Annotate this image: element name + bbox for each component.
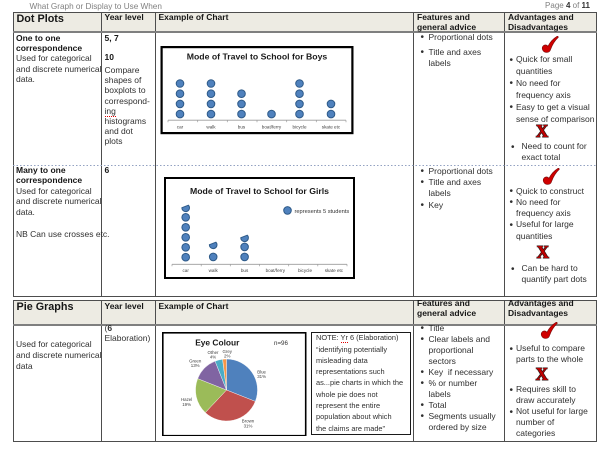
svg-text:13%: 13% bbox=[191, 363, 200, 368]
svg-text:31%: 31% bbox=[244, 423, 253, 428]
svg-text:boat/ferry: boat/ferry bbox=[261, 124, 281, 129]
svg-text:skate etc: skate etc bbox=[321, 124, 340, 129]
svg-text:Mode of Travel to School for B: Mode of Travel to School for Boys bbox=[186, 51, 327, 61]
svg-text:walk: walk bbox=[206, 124, 216, 129]
svg-text:Grey: Grey bbox=[222, 349, 232, 354]
svg-text:Hazel: Hazel bbox=[181, 397, 192, 402]
svg-text:bus: bus bbox=[237, 124, 245, 129]
svg-text:car: car bbox=[176, 124, 183, 129]
svg-text:bus: bus bbox=[241, 268, 249, 273]
svg-text:Blue: Blue bbox=[257, 369, 266, 374]
svg-text:bicycle: bicycle bbox=[298, 268, 312, 273]
svg-text:represents 5 students: represents 5 students bbox=[295, 208, 350, 214]
svg-text:n=96: n=96 bbox=[274, 339, 288, 346]
svg-text:Other: Other bbox=[208, 349, 220, 354]
svg-text:4%: 4% bbox=[210, 354, 216, 359]
svg-text:19%: 19% bbox=[182, 401, 191, 406]
svg-text:Green: Green bbox=[189, 358, 202, 363]
svg-text:2%: 2% bbox=[224, 353, 230, 358]
svg-text:skate etc: skate etc bbox=[325, 268, 344, 273]
svg-text:Eye Colour: Eye Colour bbox=[195, 337, 240, 347]
svg-text:Mode of Travel to School for G: Mode of Travel to School for Girls bbox=[190, 186, 329, 196]
svg-text:walk: walk bbox=[209, 268, 219, 273]
svg-text:31%: 31% bbox=[257, 374, 266, 379]
svg-text:boat/ferry: boat/ferry bbox=[266, 268, 286, 273]
svg-text:Brown: Brown bbox=[242, 418, 255, 423]
svg-text:bicycle: bicycle bbox=[292, 124, 306, 129]
svg-text:car: car bbox=[183, 268, 190, 273]
